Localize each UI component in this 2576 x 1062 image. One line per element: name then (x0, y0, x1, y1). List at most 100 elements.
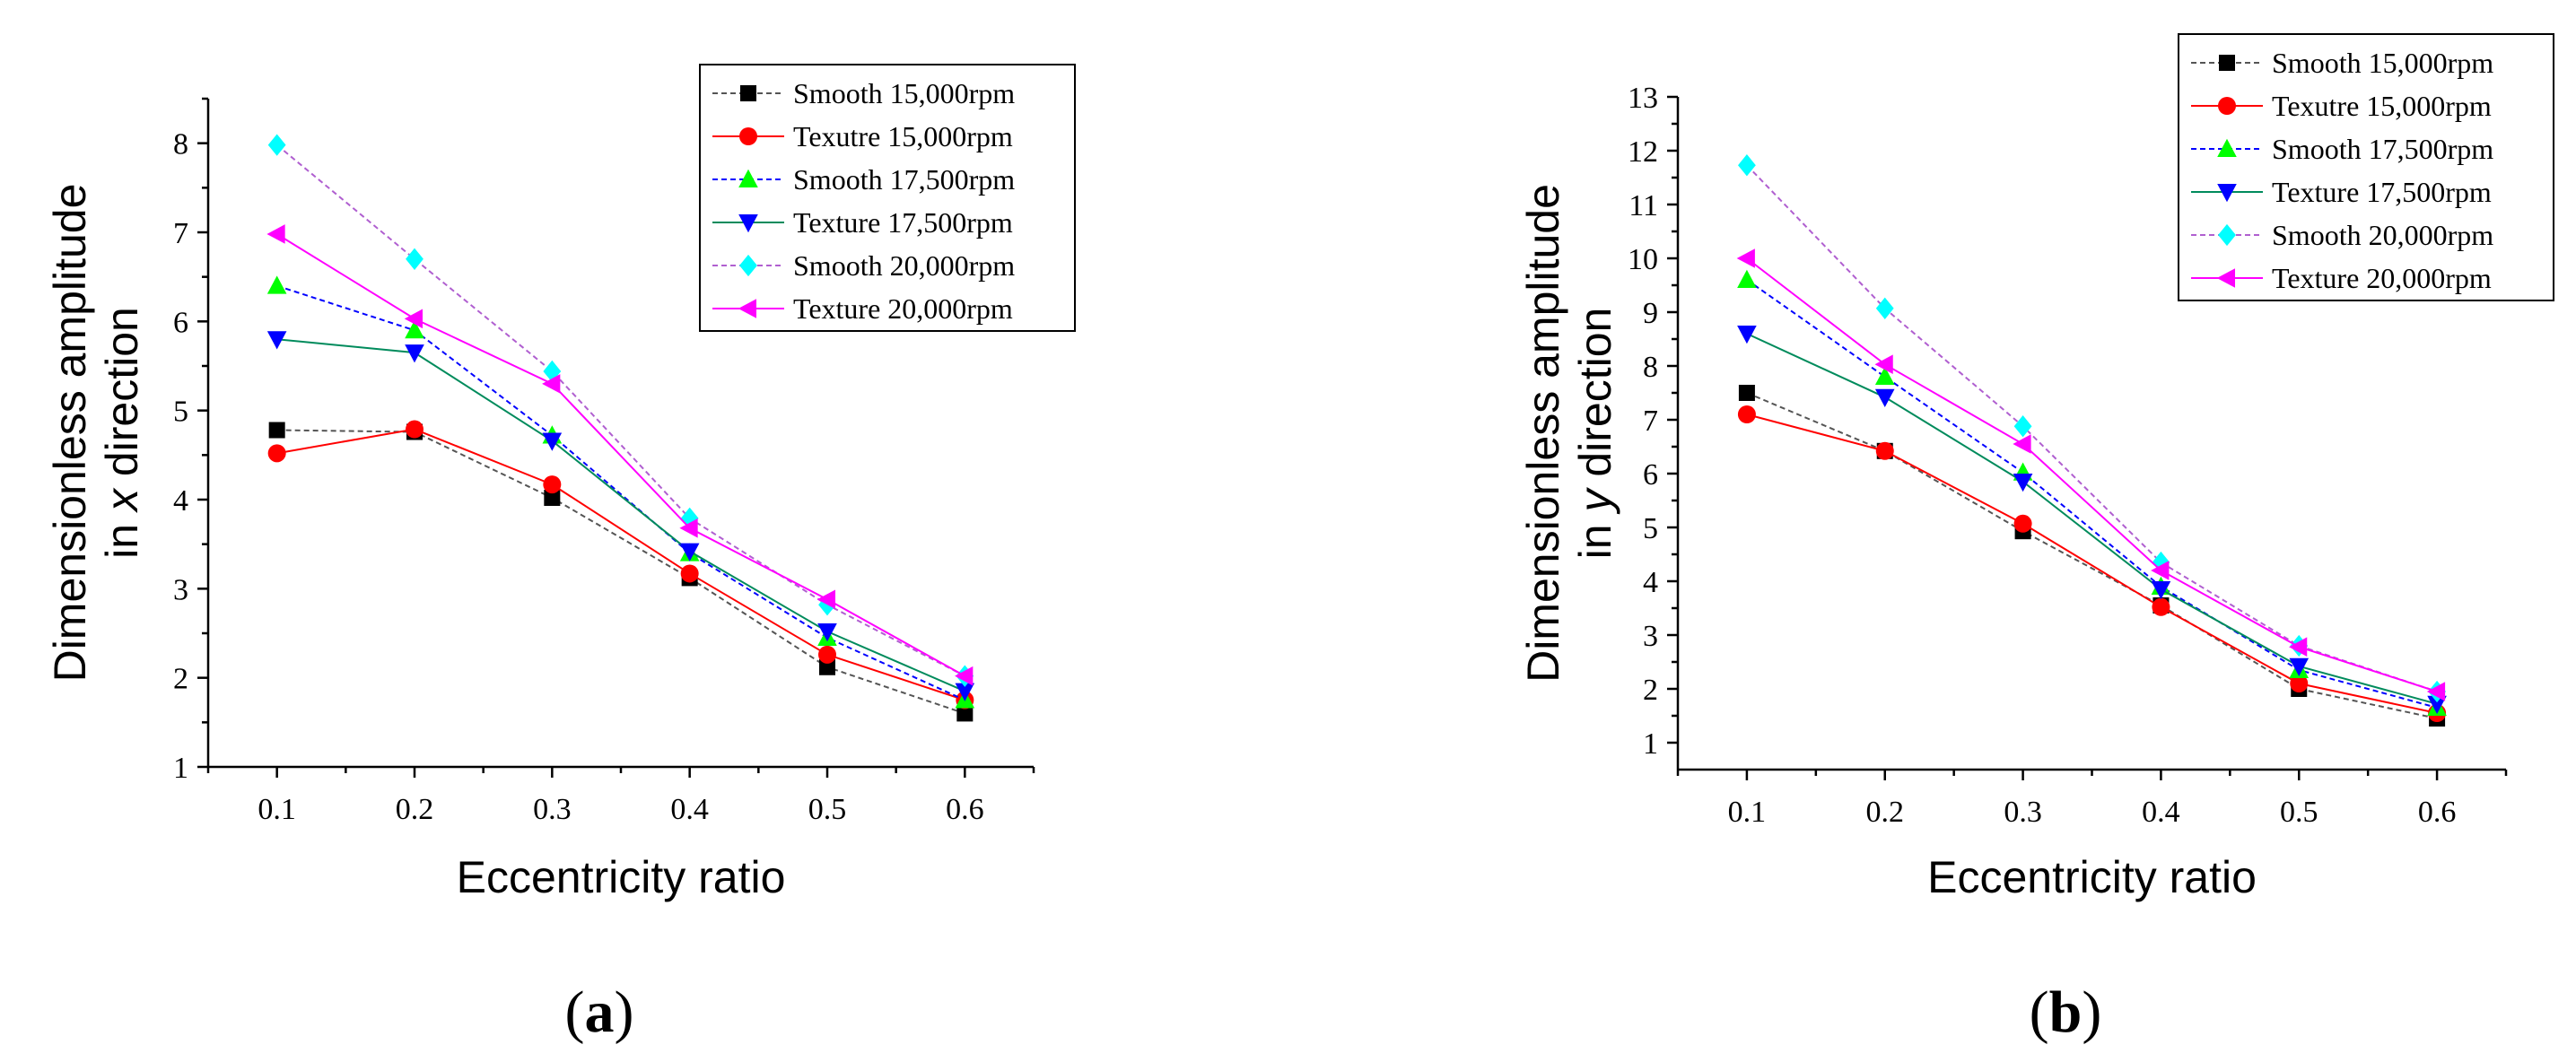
chart-b-legend-label: Texutre 15,000rpm (2272, 90, 2492, 122)
chart-b-y-axis-title-line1: Dimensionless amplitude (1518, 184, 1568, 683)
chart-b-series-6 (1736, 248, 2446, 701)
chart-b-legend-item: Texture 17,500rpm (2191, 176, 2492, 208)
chart-a-x-tick-label: 0.1 (258, 793, 296, 826)
chart-b-x-tick-label: 0.4 (2142, 796, 2180, 829)
chart-a-data-point (955, 683, 975, 701)
chart-a-legend-marker (739, 254, 757, 277)
chart-a-data-point (544, 490, 561, 507)
chart-a-y-tick-label: 4 (173, 484, 188, 518)
chart-a-data-point (817, 623, 837, 642)
chart-b-series-line (1746, 279, 2438, 709)
chart-a-data-point (405, 320, 424, 339)
chart-b-data-point (2289, 657, 2310, 677)
chart-b-x-tick-label: 0.6 (2418, 796, 2457, 829)
chart-b-series-3 (1737, 269, 2447, 716)
chart-a-series-line (276, 338, 965, 692)
chart-b-data-point (1874, 366, 1895, 385)
chart-a-y-tick-label: 6 (173, 306, 188, 339)
chart-b-y-tick-label: 4 (1643, 566, 1658, 599)
chart-b-y-axis-title: Dimensionless amplitude in y direction (1518, 184, 1620, 683)
chart-b-y-title-variable: y (1570, 487, 1620, 515)
panel-label-a: (a) (565, 979, 634, 1045)
chart-a-data-point (266, 224, 285, 244)
chart-a-data-point (819, 658, 835, 675)
chart-a-legend-item: Texture 20,000rpm (712, 292, 1013, 325)
chart-a-legend-label: Texture 20,000rpm (793, 292, 1013, 325)
chart-a-legend-item: Smooth 20,000rpm (712, 249, 1015, 282)
chart-b-data-point (2290, 675, 2309, 692)
chart-a-data-point (956, 705, 974, 722)
panel-label-b: (b) (2030, 979, 2102, 1045)
chart-a-data-point (818, 645, 836, 664)
chart-a-y-title-variable: x (97, 487, 147, 513)
chart-b-legend-label: Texture 17,500rpm (2272, 176, 2492, 208)
chart-a-legend-label: Texture 17,500rpm (793, 206, 1013, 239)
chart-a-y-tick-label: 5 (173, 396, 188, 429)
chart-a-series-6 (266, 224, 974, 686)
chart-b-y-title-suffix: direction (1570, 308, 1620, 490)
chart-a-x-axis-title: Eccentricity ratio (457, 852, 786, 902)
panel-label-b-open: ( (2030, 979, 2049, 1045)
chart-a-legend-item: Texture 17,500rpm (712, 206, 1013, 239)
chart-b-series-line (1746, 413, 2438, 714)
chart-a-legend-label: Smooth 20,000rpm (793, 249, 1015, 282)
chart-b-series (1736, 154, 2447, 727)
chart-b-y-tick-label: 12 (1628, 135, 1658, 169)
chart-a-legend-marker (738, 299, 756, 318)
chart-a-x-tick-label: 0.5 (808, 793, 847, 826)
chart-b-data-point (1874, 354, 1893, 374)
chart-a-data-point (543, 475, 562, 494)
chart-a-axes: 1 2 3 4 5 6 7 8 0.1 0.2 0.3 0.4 0.5 0.6 (173, 97, 1035, 826)
chart-b-x-ticks: 0.1 0.2 0.3 0.4 0.5 0.6 (1676, 770, 2508, 829)
chart-b-data-point (1737, 326, 1757, 344)
chart-b-data-point (1736, 248, 1755, 268)
chart-b-x-tick-label: 0.1 (1728, 796, 1767, 829)
chart-a-series-line (276, 284, 965, 701)
chart-b-data-point (1737, 405, 1756, 423)
chart-b-legend-label: Smooth 20,000rpm (2272, 219, 2493, 251)
chart-b-x-tick-label: 0.2 (1866, 796, 1905, 829)
chart-a-legend-label: Smooth 15,000rpm (793, 77, 1015, 109)
chart-a-y-ticks: 1 2 3 4 5 6 7 8 (173, 97, 208, 785)
chart-a-series (266, 134, 975, 722)
chart-b-legend-marker (2216, 268, 2235, 288)
chart-b-series-line (1746, 257, 2438, 692)
panel-label-a-close: ) (615, 979, 634, 1045)
chart-a-y-tick-label: 1 (173, 752, 188, 785)
chart-b-y-tick-label: 11 (1629, 189, 1658, 222)
chart-a-x-tick-label: 0.3 (533, 793, 572, 826)
panel-label-b-letter: b (2049, 979, 2083, 1045)
chart-b-legend: Smooth 15,000rpm Texutre 15,000rpm Smooth … (2178, 33, 2554, 301)
chart-a-legend-marker (740, 85, 756, 101)
chart-a-data-point (955, 666, 974, 686)
chart-a-x-ticks: 0.1 0.2 0.3 0.4 0.5 0.6 (206, 767, 1035, 826)
chart-b-data-point (1738, 385, 1755, 401)
chart-b-data-point (2013, 434, 2031, 454)
chart-a-series-line (276, 233, 965, 677)
chart-a-legend-item: Smooth 17,500rpm (712, 163, 1015, 196)
chart-b-data-point (2013, 415, 2032, 438)
chart-b-y-tick-label: 5 (1643, 512, 1658, 545)
chart-b-data-point (1875, 441, 1894, 460)
chart-b-legend-item: Smooth 17,500rpm (2191, 133, 2493, 165)
chart-a-legend-items: Smooth 15,000rpm Texutre 15,000rpm Smooth … (712, 77, 1015, 325)
chart-b-data-point (2013, 514, 2032, 533)
chart-b-legend-label: Texture 20,000rpm (2272, 262, 2492, 294)
chart-b-series-line (1746, 392, 2438, 719)
panel-label-a-letter: a (585, 979, 615, 1045)
chart-a-series-4 (266, 331, 975, 701)
chart-b-data-point (1738, 154, 1756, 177)
chart-b-x-tick-label: 0.5 (2280, 796, 2318, 829)
chart-a-legend-marker (738, 214, 758, 233)
chart-a-legend: Smooth 15,000rpm Texutre 15,000rpm Smooth … (699, 64, 1076, 332)
chart-a-data-point (267, 444, 286, 463)
chart-b-series-1 (1738, 385, 2446, 727)
chart-b-y-axis-title-line2: in y direction (1570, 308, 1620, 560)
chart-b-legend-box (2178, 33, 2554, 301)
chart-b-series-4 (1737, 326, 2447, 715)
chart-b-series-2 (1737, 405, 2447, 722)
chart-b-data-point (1875, 297, 1894, 319)
chart-a-legend-box (699, 64, 1076, 332)
